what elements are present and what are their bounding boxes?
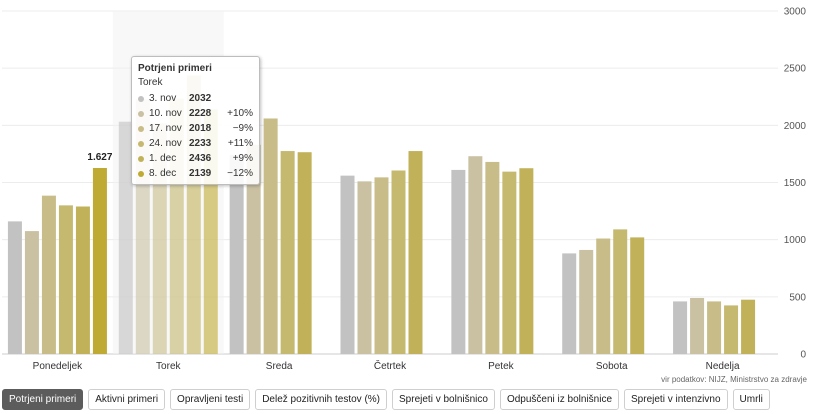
bar bbox=[280, 151, 295, 354]
bar bbox=[596, 238, 611, 354]
tooltip-category: Torek bbox=[138, 77, 163, 88]
tooltip-value: 2228 bbox=[189, 108, 212, 119]
bar-chart: 0 500 1000 1500 2000 2500 3000 Ponedeljek Torek… bbox=[2, 7, 807, 372]
tooltip-date: 1. dec bbox=[149, 153, 177, 164]
data-label: 1.627 bbox=[87, 152, 112, 163]
tooltip-date: 3. nov bbox=[149, 93, 177, 104]
bar bbox=[58, 205, 73, 354]
bar bbox=[562, 253, 577, 354]
bar bbox=[7, 221, 22, 354]
tooltip-change: +11% bbox=[227, 138, 253, 149]
legend-dot-icon bbox=[138, 95, 144, 102]
bar bbox=[468, 156, 483, 354]
tab-aktivni-primeri[interactable]: Aktivni primeri bbox=[88, 389, 166, 410]
bar bbox=[690, 297, 705, 354]
bar bbox=[579, 249, 594, 354]
bar bbox=[357, 181, 372, 354]
y-tick-label: 2500 bbox=[784, 64, 807, 75]
tab-odpuščeni-iz-bolnišnice[interactable]: Odpuščeni iz bolnišnice bbox=[499, 389, 620, 410]
x-tick-label: Četrtek bbox=[374, 359, 407, 372]
labels: Ponedeljek Torek Sreda Četrtek Petek Sobota Ne… bbox=[33, 152, 740, 372]
source-note: vir podatkov: NIJZ, Ministrstvo za zdrav… bbox=[661, 375, 807, 384]
bar bbox=[263, 118, 278, 355]
legend-dot-icon bbox=[138, 110, 144, 117]
x-tick-label: Torek bbox=[156, 361, 181, 372]
tooltip-date: 8. dec bbox=[149, 168, 177, 179]
y-tick-label: 2000 bbox=[784, 121, 807, 132]
legend-dot-icon bbox=[138, 170, 144, 177]
bar bbox=[613, 229, 628, 354]
y-tick-label: 500 bbox=[789, 292, 806, 303]
tab-sprejeti-v-intenzivno[interactable]: Sprejeti v intenzivno bbox=[624, 389, 728, 410]
bar bbox=[741, 299, 756, 354]
tooltip-row: 24. nov 2233 +11% bbox=[138, 136, 253, 151]
tooltip-date: 24. nov bbox=[149, 138, 182, 149]
tooltip-row: 10. nov 2228 +10% bbox=[138, 106, 253, 121]
tooltip-value: 2233 bbox=[189, 138, 212, 149]
x-tick-label: Sobota bbox=[596, 361, 628, 372]
tooltip-rows: 3. nov 2032 10. nov 2228 +10% 17. nov 2018 −9% 2… bbox=[138, 91, 253, 181]
tab-sprejeti-v-bolnišnico[interactable]: Sprejeti v bolnišnico bbox=[392, 389, 495, 410]
bar bbox=[24, 231, 39, 354]
bar bbox=[502, 171, 517, 354]
legend-dot-icon bbox=[138, 155, 144, 162]
bar bbox=[391, 170, 406, 354]
tooltip-value: 2032 bbox=[189, 93, 212, 104]
legend-dot-icon bbox=[138, 125, 144, 132]
bar bbox=[374, 177, 389, 354]
bar bbox=[451, 169, 466, 354]
bar bbox=[340, 175, 355, 354]
tooltip-value: 2018 bbox=[189, 123, 212, 134]
tooltip-change: −9% bbox=[232, 123, 253, 134]
bar bbox=[408, 151, 423, 354]
tooltip-row: 8. dec 2139 −12% bbox=[138, 166, 253, 181]
bar bbox=[673, 301, 688, 354]
metric-tabs: Potrjeni primeri Aktivni primeri Opravljen… bbox=[2, 389, 770, 410]
tooltip-row: 17. nov 2018 −9% bbox=[138, 121, 253, 136]
tooltip-title: Potrjeni primeri bbox=[138, 63, 212, 74]
bar bbox=[485, 161, 500, 354]
bar bbox=[229, 155, 244, 354]
tooltip-row: 1. dec 2436 +9% bbox=[138, 151, 253, 166]
bar bbox=[118, 121, 133, 354]
tab-potrjeni-primeri[interactable]: Potrjeni primeri bbox=[2, 389, 84, 410]
x-tick-label: Ponedeljek bbox=[33, 361, 83, 372]
tooltip-change: +9% bbox=[232, 153, 253, 164]
x-tick-label: Sreda bbox=[266, 361, 293, 372]
tab-delež-pozitivnih-testov[interactable]: Delež pozitivnih testov (%) bbox=[255, 389, 388, 410]
tab-opravljeni-testi[interactable]: Opravljeni testi bbox=[170, 389, 251, 410]
bar bbox=[75, 206, 90, 354]
bar bbox=[246, 144, 261, 354]
y-tick-label: 3000 bbox=[784, 7, 807, 18]
y-tick-label: 1000 bbox=[784, 235, 807, 246]
tooltip: Potrjeni primeri Torek 3. nov 2032 10. nov… bbox=[131, 56, 260, 185]
tab-umrli[interactable]: Umrli bbox=[732, 389, 770, 410]
bar bbox=[92, 167, 107, 354]
legend-dot-icon bbox=[138, 140, 144, 147]
bar bbox=[630, 237, 645, 354]
y-tick-label: 1500 bbox=[784, 178, 807, 189]
x-tick-label: Nedelja bbox=[706, 361, 740, 372]
tooltip-change: −12% bbox=[227, 168, 253, 179]
bar bbox=[519, 168, 534, 354]
tooltip-change: +10% bbox=[227, 108, 253, 119]
tooltip-date: 17. nov bbox=[149, 123, 182, 134]
tooltip-date: 10. nov bbox=[149, 108, 182, 119]
tooltip-value: 2139 bbox=[189, 168, 212, 179]
bar bbox=[724, 305, 739, 354]
bar bbox=[707, 301, 722, 354]
x-tick-label: Petek bbox=[488, 361, 515, 372]
bar bbox=[297, 152, 312, 354]
tooltip-row: 3. nov 2032 bbox=[138, 91, 253, 106]
y-tick-label: 0 bbox=[800, 350, 806, 361]
bar bbox=[41, 195, 56, 354]
tooltip-value: 2436 bbox=[189, 153, 212, 164]
